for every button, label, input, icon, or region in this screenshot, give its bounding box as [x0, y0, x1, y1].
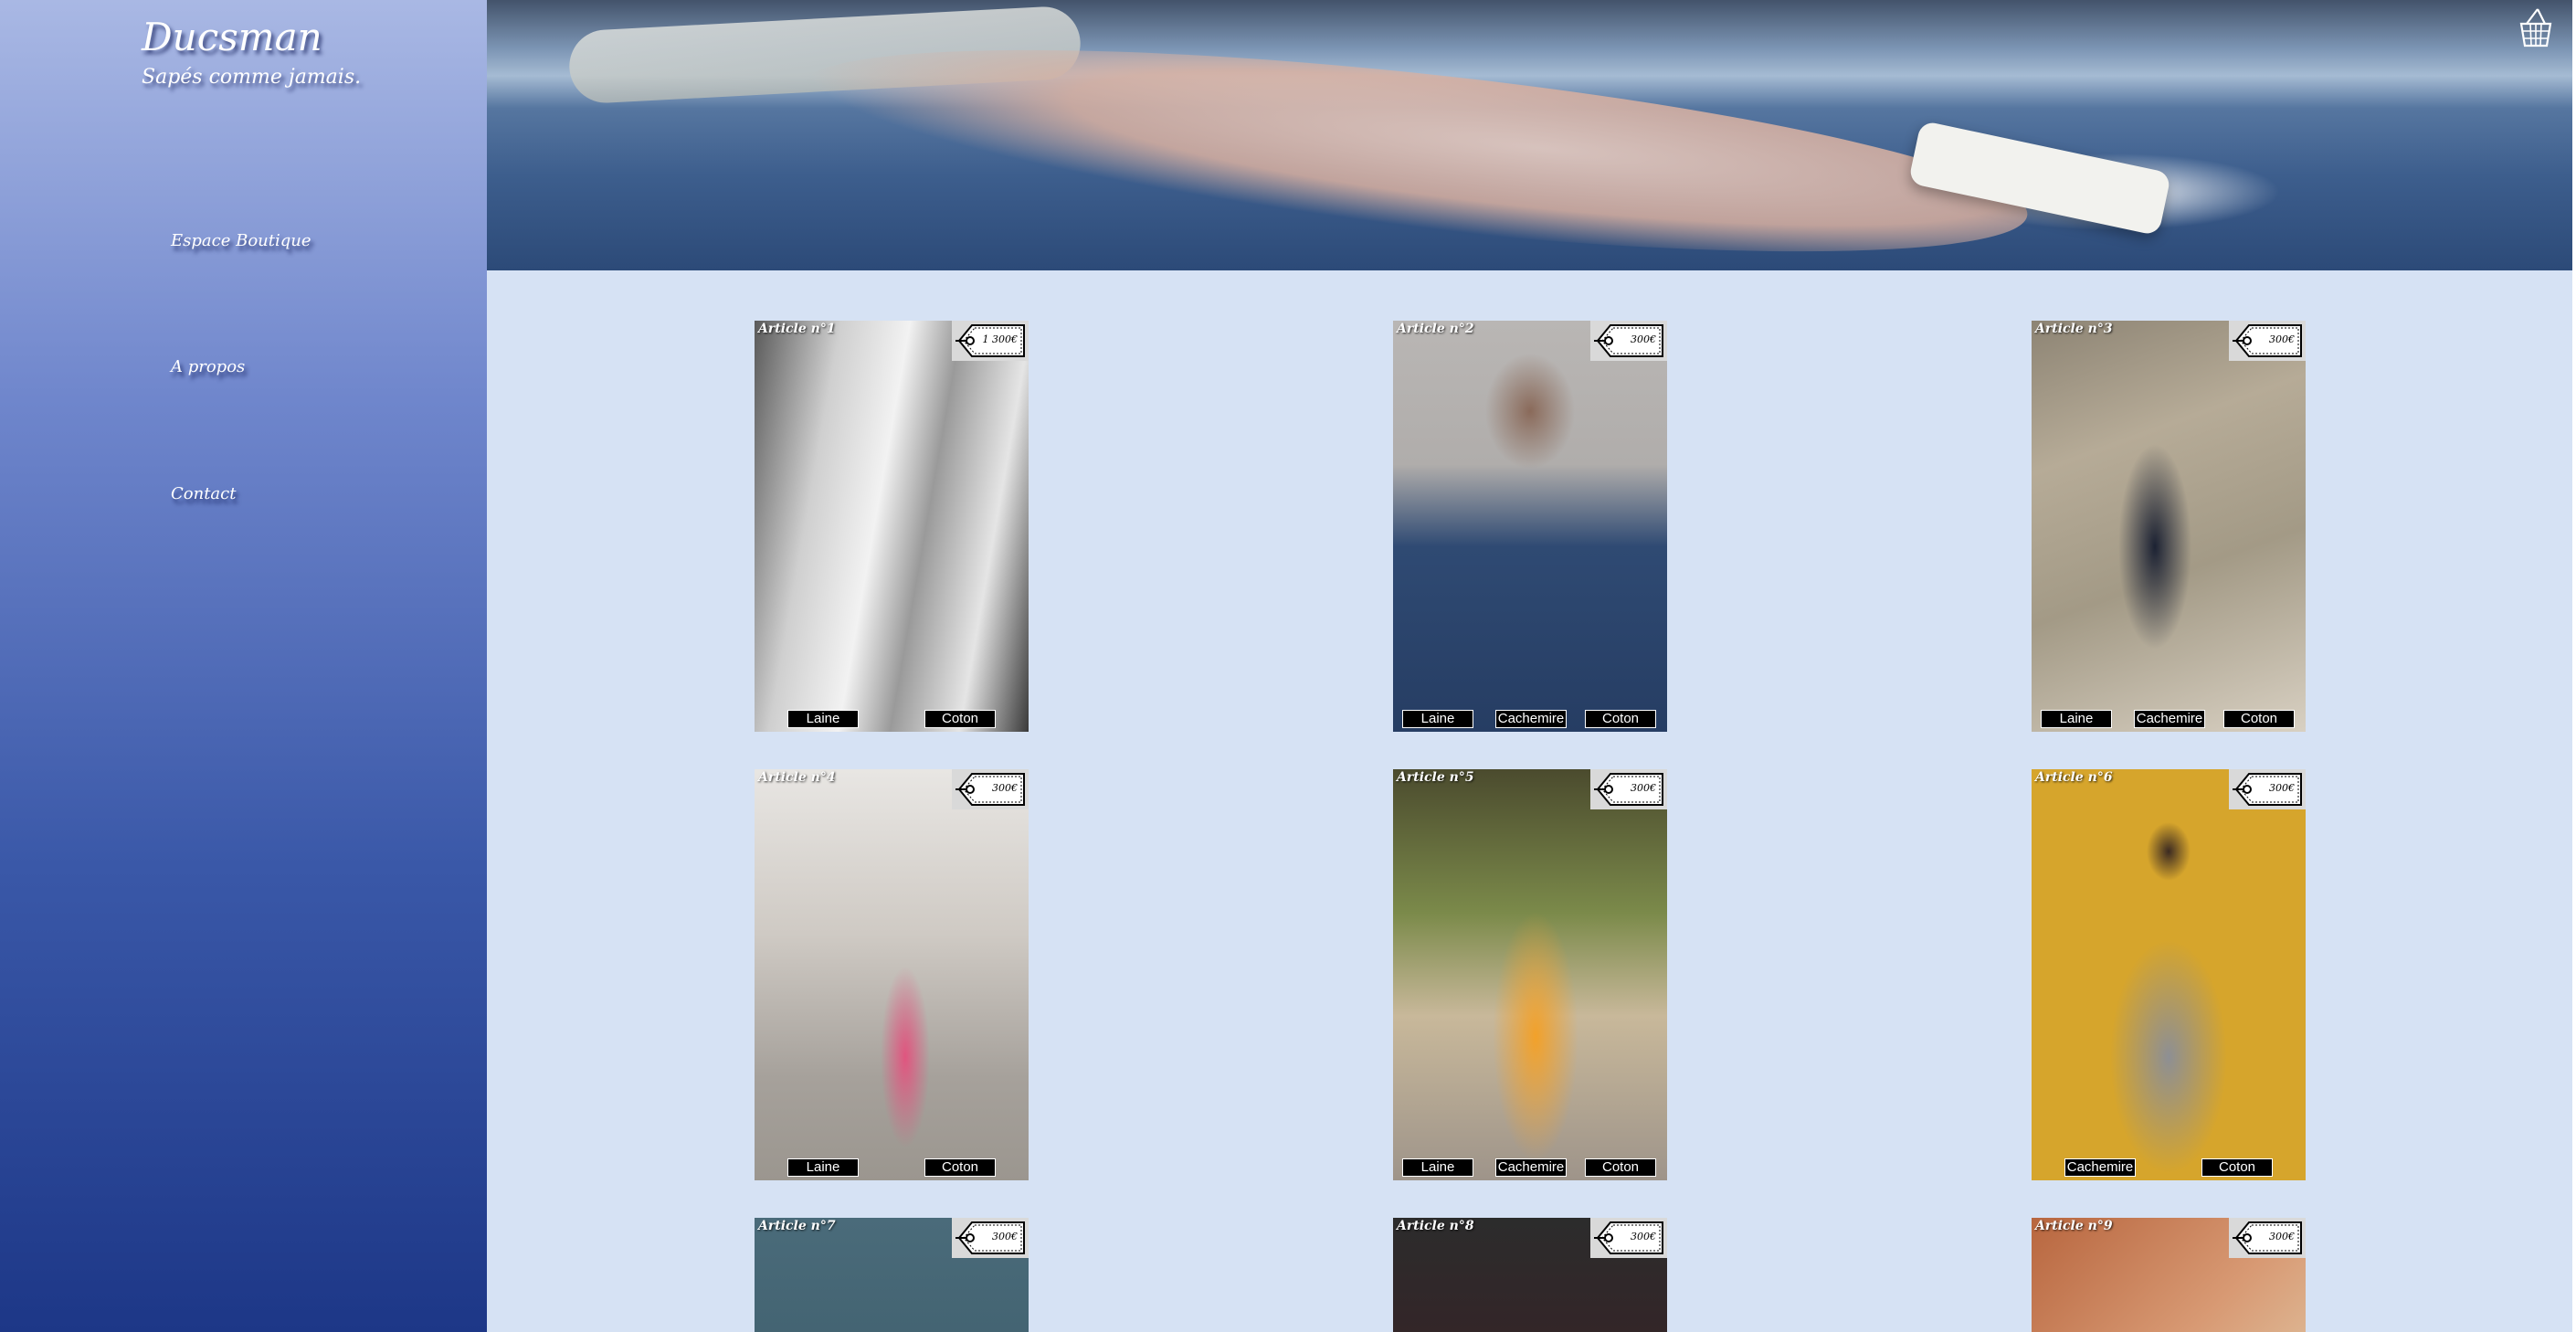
product-label: Article n°2	[1397, 322, 1474, 336]
price-tag: 1 300€	[952, 321, 1029, 361]
price-tag-icon	[1594, 1221, 1663, 1254]
product-price: 300€	[1631, 1231, 1656, 1242]
product-label: Article n°9	[2035, 1219, 2113, 1233]
product-card[interactable]: Article n°5 300€ Laine Cachemire Coton	[1393, 769, 1667, 1180]
price-tag: 300€	[2229, 1218, 2306, 1258]
brand-logo[interactable]: Ducsman	[142, 15, 322, 59]
material-chip-coton[interactable]: Coton	[2223, 710, 2295, 728]
price-tag-icon	[1594, 773, 1663, 806]
price-tag: 300€	[2229, 321, 2306, 361]
product-label: Article n°7	[758, 1219, 836, 1233]
price-tag-icon	[955, 773, 1025, 806]
nav-contact[interactable]: Contact	[171, 484, 237, 503]
nav-a-propos[interactable]: A propos	[171, 357, 246, 376]
price-tag: 300€	[1590, 321, 1667, 361]
product-price: 1 300€	[982, 333, 1019, 345]
product-label: Article n°8	[1397, 1219, 1474, 1233]
price-tag: 300€	[1590, 769, 1667, 809]
material-chip-laine[interactable]: Laine	[1402, 710, 1473, 728]
product-label: Article n°4	[758, 770, 836, 785]
price-tag-icon	[2233, 1221, 2302, 1254]
product-photo[interactable]	[1393, 321, 1667, 732]
product-card[interactable]: Article n°3 300€ Laine Cachemire Coton	[2032, 321, 2306, 732]
product-label: Article n°3	[2035, 322, 2113, 336]
product-card[interactable]: Article n°6 300€ Cachemire Coton	[2032, 769, 2306, 1180]
product-card[interactable]: Article n°7 300€	[755, 1218, 1029, 1332]
product-photo[interactable]	[2032, 769, 2306, 1180]
product-price: 300€	[992, 1231, 1018, 1242]
product-card[interactable]: Article n°9 300€	[2032, 1218, 2306, 1332]
page-edge	[2572, 0, 2576, 1332]
product-price: 300€	[2269, 782, 2295, 794]
product-card[interactable]: Article n°8 300€	[1393, 1218, 1667, 1332]
material-chip-cachemire[interactable]: Cachemire	[2064, 1158, 2136, 1177]
sidebar: Ducsman Sapés comme jamais. Espace Bouti…	[0, 0, 487, 1332]
material-chip-cachemire[interactable]: Cachemire	[1495, 1158, 1567, 1177]
product-card[interactable]: Article n°1 1 300€ Laine Coton	[755, 321, 1029, 732]
material-chip-coton[interactable]: Coton	[924, 1158, 996, 1177]
hero-banner	[487, 0, 2572, 270]
price-tag: 300€	[1590, 1218, 1667, 1258]
nav-espace-boutique[interactable]: Espace Boutique	[171, 231, 311, 250]
product-photo[interactable]	[755, 321, 1029, 732]
price-tag: 300€	[2229, 769, 2306, 809]
price-tag-icon	[955, 1221, 1025, 1254]
product-photo[interactable]	[755, 769, 1029, 1180]
product-card[interactable]: Article n°2 300€ Laine Cachemire Coton	[1393, 321, 1667, 732]
price-tag: 300€	[952, 769, 1029, 809]
material-chip-laine[interactable]: Laine	[2041, 710, 2112, 728]
material-chip-coton[interactable]: Coton	[924, 710, 996, 728]
material-chip-laine[interactable]: Laine	[1402, 1158, 1473, 1177]
material-chip-coton[interactable]: Coton	[2201, 1158, 2273, 1177]
price-tag: 300€	[952, 1218, 1029, 1258]
product-price: 300€	[1631, 333, 1656, 345]
price-tag-icon	[2233, 324, 2302, 357]
material-chip-laine[interactable]: Laine	[787, 1158, 859, 1177]
product-card[interactable]: Article n°4 300€ Laine Coton	[755, 769, 1029, 1180]
product-label: Article n°6	[2035, 770, 2113, 785]
material-chip-cachemire[interactable]: Cachemire	[1495, 710, 1567, 728]
shopping-basket-icon[interactable]	[2514, 5, 2558, 49]
material-chip-cachemire[interactable]: Cachemire	[2134, 710, 2205, 728]
product-label: Article n°1	[758, 322, 836, 336]
product-price: 300€	[2269, 1231, 2295, 1242]
material-chip-coton[interactable]: Coton	[1585, 710, 1656, 728]
material-chip-coton[interactable]: Coton	[1585, 1158, 1656, 1177]
product-price: 300€	[1631, 782, 1656, 794]
product-label: Article n°5	[1397, 770, 1474, 785]
product-price: 300€	[2269, 333, 2295, 345]
material-chip-laine[interactable]: Laine	[787, 710, 859, 728]
price-tag-icon	[2233, 773, 2302, 806]
brand-tagline: Sapés comme jamais.	[142, 66, 362, 89]
product-photo[interactable]	[1393, 769, 1667, 1180]
product-price: 300€	[992, 782, 1018, 794]
product-photo[interactable]	[2032, 321, 2306, 732]
price-tag-icon	[1594, 324, 1663, 357]
price-tag-icon	[955, 324, 1025, 357]
